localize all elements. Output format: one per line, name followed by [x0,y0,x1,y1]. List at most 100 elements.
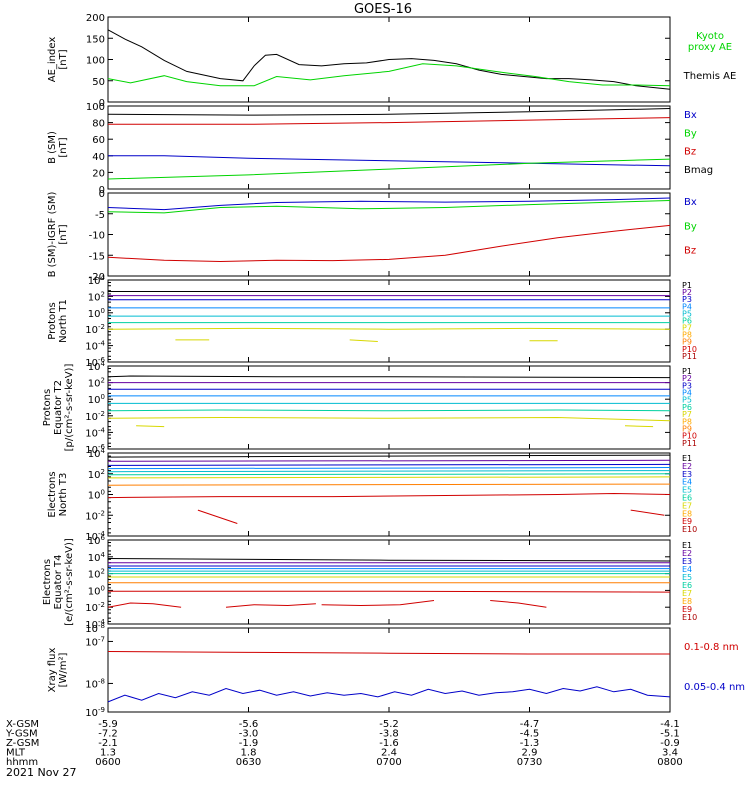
x-axis-value: -7.2 [98,729,118,740]
x-axis-value: -1.9 [239,738,259,749]
legend-entry: Bx [684,110,697,121]
x-axis-value: 0700 [376,757,401,768]
series-e3 [107,463,671,466]
legend-entry: Bz [684,246,696,257]
legend-entry: P3 [682,295,692,304]
legend-entry: E6 [682,581,692,590]
y-tick-label: 10-8 [85,677,105,690]
legend-entry: By [684,128,697,139]
y-tick-label: 10-4 [85,340,105,353]
legend-entry: Bx [684,197,697,208]
y-tick-label: 100 [88,393,105,406]
y-axis-label: Equator T2 [53,380,64,435]
series-bz [108,117,671,125]
series-p6 [107,409,671,412]
y-axis-label: North T3 [58,473,69,517]
x-axis-value: 0630 [236,757,261,768]
legend-entry: E5 [682,573,692,582]
x-axis-row-label: X-GSM [6,719,39,730]
legend-entry: E9 [682,517,692,526]
legend-entry: E9 [682,605,692,614]
x-axis-value: -4.1 [660,719,680,730]
x-axis-value: 1.8 [241,748,257,759]
legend-entry: E1 [682,541,692,550]
y-tick-label: 10-6 [85,356,105,369]
y-tick-label: 150 [86,34,105,45]
legend-entry: P9 [682,338,692,347]
panel-pn: 10-6 10-4 10-2 100 102 104 Protons North T1 P1P2… [47,274,697,369]
y-axis-label: Xray flux [47,648,58,693]
series-by [107,158,671,180]
legend-entry: E2 [682,549,692,558]
y-tick-label: 10-9 [85,706,105,719]
legend-bdiff: Bx By Bz [684,197,697,257]
y-tick-label: 20 [92,168,105,179]
series-fragment [136,425,165,428]
x-axis-value: -5.9 [98,719,118,730]
legend-entry: E6 [682,494,692,503]
y-axis-label: Electrons [47,471,58,517]
y-tick-label: 10-8 [85,622,105,635]
legend-bsm: Bx By Bz Bmag [684,110,713,176]
y-tick-label: 10-2 [85,410,105,423]
legend-entry: P9 [682,424,692,433]
legend-entry: E7 [682,589,692,598]
x-axis-value: -4.7 [520,719,540,730]
series-kyoto-proxy-ae [107,63,671,87]
panel-frame [107,365,671,450]
series-0-1-0-8-nm [107,651,670,655]
y-tick-label: 10-6 [85,443,105,456]
series-e7 [107,476,671,479]
y-axis-label: Protons [42,389,53,426]
y-tick-label: 100 [88,489,105,502]
y-axis-label: [W/m²] [58,652,69,687]
legend-entry: P10 [682,345,697,354]
y-tick-label: -15 [89,251,105,262]
series-e1 [107,558,671,562]
series-bx [107,197,671,211]
y-axis-label: [nT] [58,49,69,69]
series-e8 [107,483,671,486]
y-axis-label: [nT] [58,224,69,244]
x-axis-value: -5.6 [239,719,259,730]
legend-entry: 0.05-0.4 nm [684,682,745,693]
legend-entry: By [684,221,697,232]
legend-entry: P2 [682,288,692,297]
y-axis-label: North T1 [58,299,69,343]
y-tick-label: 10-7 [85,635,105,648]
legend-entry: P4 [682,302,692,311]
y-axis-label: Protons [47,302,58,339]
y-tick-label: -5 [95,210,105,221]
panel-bsm: 0 20 40 60 80 100 B (SM) [nT] Bx By Bz Bmag [47,102,713,196]
x-axis-value: -5.2 [379,719,399,730]
y-tick-label: 200 [86,13,105,24]
x-axis-value: 2.4 [381,748,397,759]
legend-entry: proxy AE [688,42,732,53]
y-tick-label: 104 [88,274,106,287]
y-tick-label: 10-2 [85,509,105,522]
legend-entry: P4 [682,389,692,398]
x-axis-value: -3.0 [239,729,259,740]
y-tick-label: 40 [92,152,105,163]
series-fragment [197,509,238,524]
legend-entry: Bz [684,147,696,158]
y-axis-label: B (SM)-IGRF (SM) [47,192,58,278]
y-tick-label: 102 [88,468,105,481]
y-tick-label: 104 [88,360,106,373]
x-axis-value: 3.4 [662,748,678,759]
y-tick-label: 102 [88,377,105,390]
legend-entry: P8 [682,331,692,340]
series-p1 [107,375,671,379]
x-axis-value: -1.3 [520,738,540,749]
series-e2 [107,459,671,462]
legend-entry: P10 [682,432,697,441]
x-axis-value: 1.3 [100,748,116,759]
series-fragment [225,603,316,608]
legend-entry: Bmag [684,165,713,176]
